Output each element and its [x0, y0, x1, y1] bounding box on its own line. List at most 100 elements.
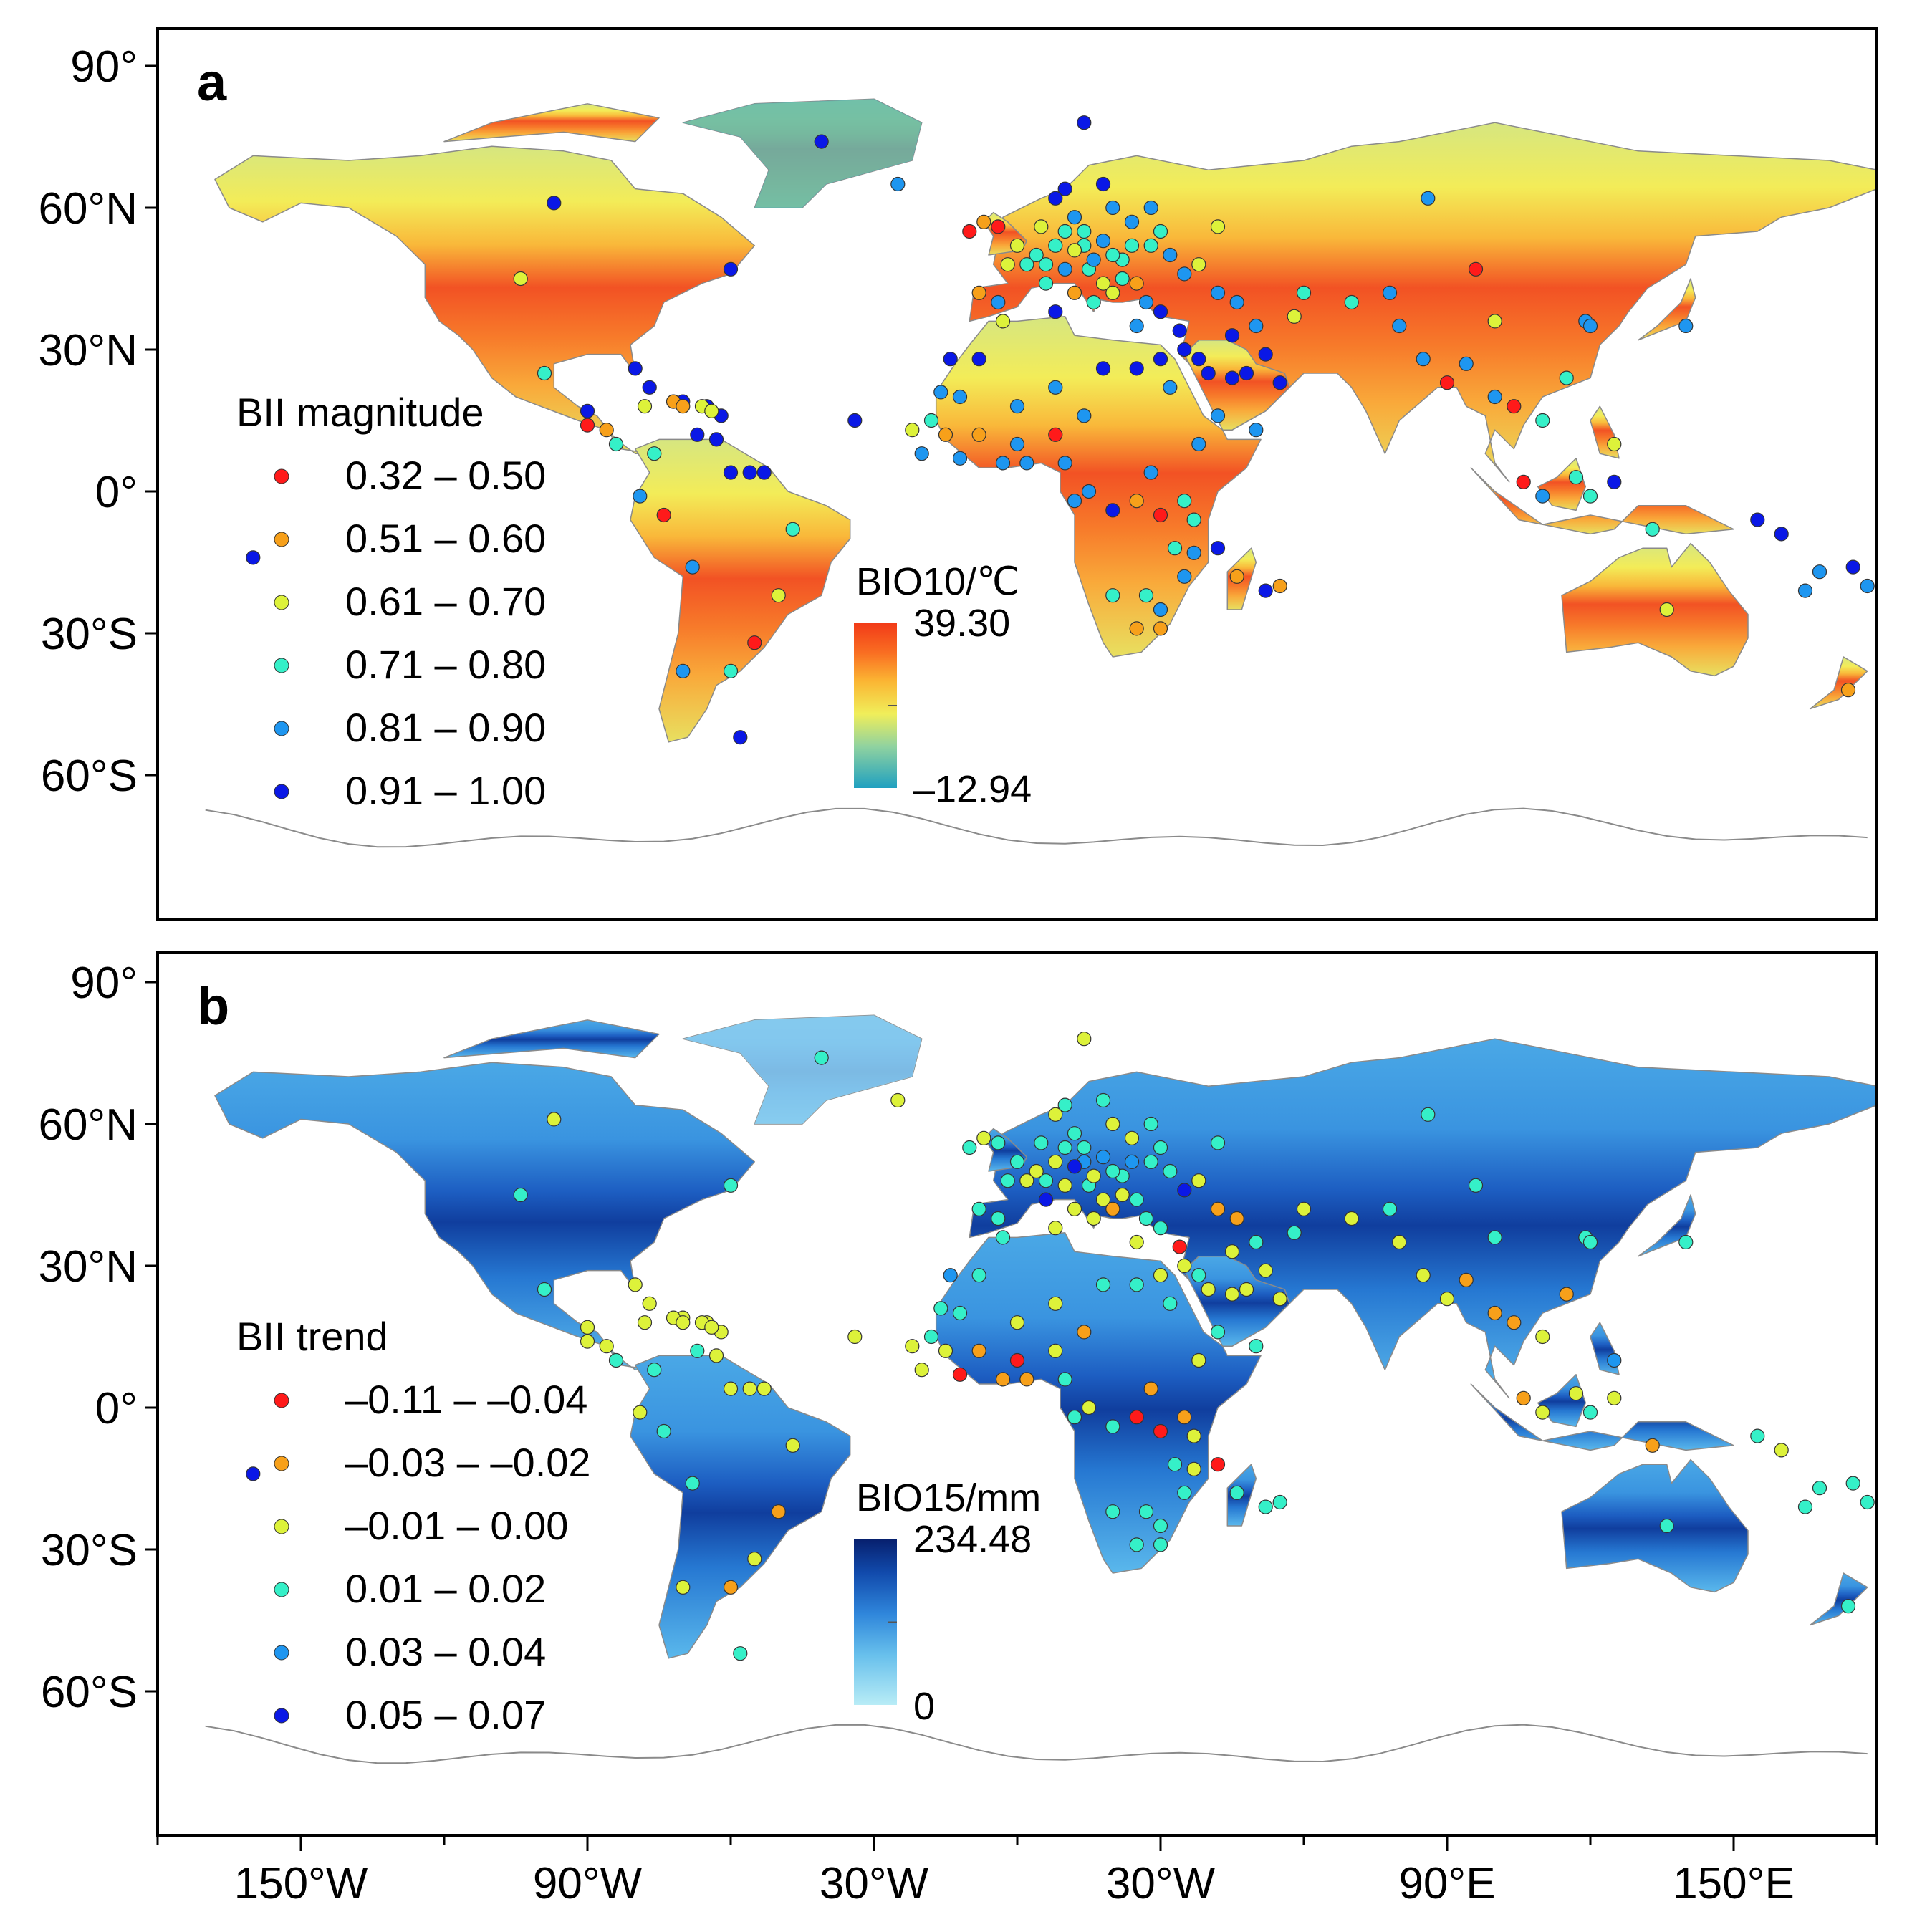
- site-point: [1535, 1329, 1550, 1345]
- site-point: [962, 224, 977, 239]
- site-point: [1416, 1268, 1431, 1283]
- site-point: [1272, 578, 1287, 594]
- site-point: [1774, 1443, 1789, 1458]
- site-point: [1177, 1410, 1192, 1425]
- site-point: [814, 134, 829, 149]
- site-point: [976, 1130, 991, 1145]
- site-point: [1582, 489, 1598, 504]
- site-point: [723, 1178, 739, 1193]
- site-point: [971, 1343, 986, 1358]
- site-point: [1105, 1116, 1120, 1132]
- site-point: [847, 1329, 863, 1345]
- site-point: [1582, 1234, 1598, 1250]
- site-point: [580, 418, 595, 433]
- site-point: [1191, 257, 1206, 272]
- site-point: [1129, 276, 1144, 291]
- site-point: [1138, 294, 1154, 310]
- site-point: [1239, 1282, 1254, 1297]
- legend-item-label: 0.32 – 0.50: [345, 453, 546, 498]
- site-point: [1143, 1381, 1158, 1396]
- site-point: [1086, 294, 1101, 310]
- site-point: [1034, 1135, 1049, 1150]
- y-tick-label: 0°: [95, 1384, 138, 1433]
- landmass-arctic: [443, 1019, 660, 1059]
- site-point: [1382, 285, 1398, 300]
- site-point: [1153, 304, 1168, 319]
- site-point: [1421, 191, 1436, 206]
- site-point: [1186, 1428, 1201, 1443]
- site-point: [1210, 219, 1226, 234]
- panel-letter: a: [197, 52, 227, 112]
- site-point: [1000, 257, 1015, 272]
- site-point: [733, 1646, 748, 1661]
- site-point: [1249, 1234, 1264, 1250]
- site-point: [1201, 365, 1216, 381]
- site-point: [1568, 470, 1584, 485]
- site-point: [1186, 512, 1201, 527]
- site-point: [704, 403, 719, 418]
- site-point: [1153, 1518, 1168, 1534]
- x-tick-label: 30°W: [820, 1859, 929, 1908]
- site-point: [1516, 1390, 1531, 1405]
- site-point: [1143, 1116, 1158, 1132]
- site-point: [537, 365, 552, 381]
- site-point: [1129, 318, 1144, 334]
- site-point: [1568, 1386, 1584, 1401]
- site-point: [1105, 1163, 1120, 1179]
- site-point: [1659, 602, 1674, 617]
- site-point: [1210, 1135, 1226, 1150]
- landmass-australia: [1561, 542, 1749, 677]
- site-point: [637, 1315, 653, 1330]
- site-point: [1000, 1173, 1015, 1188]
- y-tick-label: 60°N: [38, 1100, 138, 1150]
- site-point: [1468, 1178, 1484, 1193]
- site-point: [1143, 238, 1158, 253]
- site-point: [1249, 318, 1264, 334]
- y-tick-label: 60°N: [38, 184, 138, 234]
- site-point: [1105, 1419, 1120, 1434]
- site-point: [547, 1112, 562, 1127]
- site-point: [1105, 1504, 1120, 1519]
- site-point: [1057, 456, 1072, 471]
- site-point: [1129, 1277, 1144, 1292]
- site-point: [1186, 1461, 1201, 1476]
- site-point: [723, 261, 739, 277]
- site-point: [1439, 1292, 1455, 1307]
- site-point: [1153, 224, 1168, 239]
- site-point: [1153, 352, 1168, 367]
- site-point: [1840, 683, 1856, 698]
- site-point: [1582, 1405, 1598, 1420]
- site-point: [938, 1343, 954, 1358]
- site-point: [1081, 1400, 1097, 1416]
- site-point: [1077, 1140, 1092, 1155]
- site-point: [1067, 243, 1082, 258]
- site-point: [685, 1476, 700, 1491]
- site-point: [1659, 1518, 1674, 1534]
- site-point: [1067, 1159, 1082, 1174]
- legend-swatch: [274, 1582, 289, 1597]
- site-point: [656, 507, 671, 523]
- site-point: [1507, 1315, 1522, 1330]
- site-point: [1535, 413, 1550, 428]
- site-point: [1153, 507, 1168, 523]
- legend-item-label: 0.71 – 0.80: [345, 642, 546, 687]
- site-point: [1124, 1154, 1140, 1169]
- site-point: [1163, 1163, 1178, 1179]
- site-point: [1459, 1272, 1474, 1287]
- site-point: [943, 1268, 958, 1283]
- site-point: [1487, 1305, 1502, 1321]
- site-point: [1750, 512, 1765, 527]
- site-point: [723, 1580, 739, 1595]
- site-point: [1105, 247, 1120, 263]
- site-point: [1153, 1221, 1168, 1236]
- site-point: [1258, 1263, 1273, 1278]
- site-point: [1845, 1476, 1860, 1491]
- y-tick-label: 90°: [70, 958, 138, 1008]
- site-point: [1210, 1325, 1226, 1340]
- site-point: [1143, 200, 1158, 216]
- site-point: [1191, 352, 1206, 367]
- site-point: [756, 465, 772, 480]
- site-point: [1029, 247, 1044, 263]
- site-point: [1095, 176, 1111, 192]
